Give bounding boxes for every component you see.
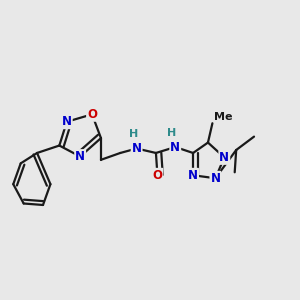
Text: N: N (219, 151, 229, 164)
Text: H: H (129, 129, 138, 139)
Text: H: H (167, 128, 176, 138)
Text: N: N (170, 140, 180, 154)
Text: N: N (75, 150, 85, 163)
Text: N: N (132, 142, 142, 155)
Text: N: N (210, 172, 220, 185)
Text: O: O (87, 108, 97, 121)
Text: O: O (152, 169, 162, 182)
Text: Me: Me (214, 112, 232, 122)
Text: N: N (62, 115, 72, 128)
Text: N: N (188, 169, 198, 182)
